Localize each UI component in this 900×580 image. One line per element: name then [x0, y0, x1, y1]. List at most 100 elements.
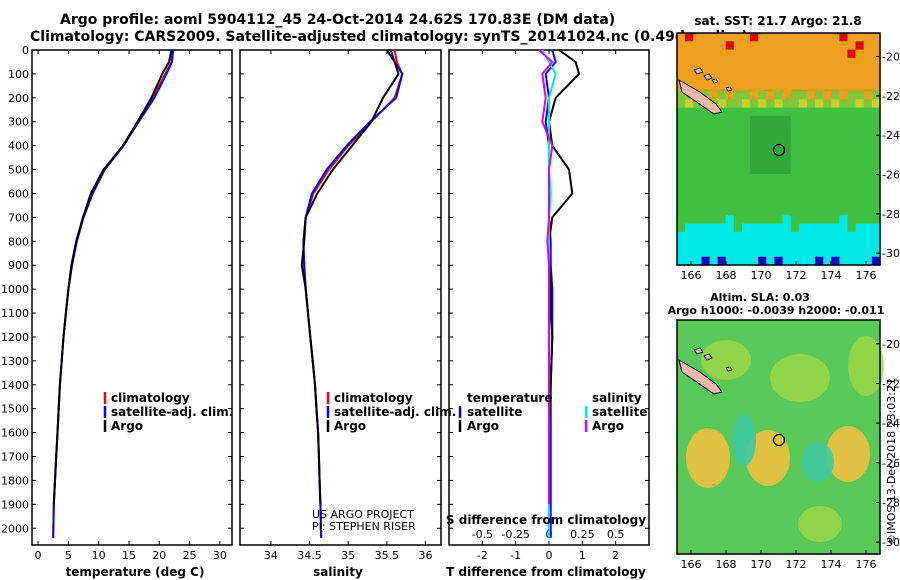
sst-cell	[766, 173, 775, 183]
latitude-tick-label: -22	[882, 90, 900, 103]
sst-cell	[798, 132, 808, 142]
sst-cell	[758, 231, 767, 241]
sst-cell	[685, 198, 694, 208]
sst-cell	[701, 231, 711, 241]
series-line-argo	[300, 49, 400, 505]
sst-cell	[750, 132, 759, 142]
sst-cell	[863, 115, 873, 125]
sst-cell	[839, 132, 849, 142]
sst-cell	[847, 240, 857, 249]
sst-cell	[733, 124, 743, 133]
sst-cell	[863, 82, 873, 92]
sst-cell	[831, 124, 840, 133]
sst-cell	[831, 33, 840, 42]
sst-cell	[733, 173, 743, 183]
sst-cell	[798, 207, 808, 216]
sst-cell	[750, 74, 759, 84]
sst-cell	[758, 182, 767, 191]
sst-cell	[685, 124, 694, 133]
sla-moderate-anomaly	[798, 506, 842, 542]
sst-cell	[847, 223, 857, 233]
sst-cell	[742, 231, 751, 241]
sst-cell	[806, 165, 816, 175]
sst-cell	[685, 256, 694, 266]
sst-cell	[863, 198, 873, 208]
sst-cell	[750, 190, 759, 200]
sst-cell	[677, 173, 686, 183]
sst-cell	[701, 124, 711, 133]
salinity-legend: climatology satellite-adj. clim. Argo	[326, 391, 456, 433]
sst-cell	[774, 207, 784, 216]
sst-cell	[815, 157, 824, 167]
island-land	[693, 347, 704, 355]
x-tick-label: 36	[419, 549, 433, 562]
sst-cell	[782, 256, 792, 266]
sst-cell	[823, 91, 832, 100]
depth-tick-label: 1100	[1, 307, 29, 320]
new-caledonia-land	[678, 358, 723, 395]
sst-cell	[847, 91, 857, 100]
sst-cell	[677, 248, 686, 258]
sst-cell	[839, 99, 849, 109]
sst-cell	[685, 157, 694, 167]
sst-cell	[774, 198, 784, 208]
sst-cell	[701, 223, 711, 233]
sst-cell	[806, 57, 816, 67]
sst-cell	[815, 190, 824, 200]
latitude-tick-label: -22	[882, 377, 900, 390]
sst-cell	[815, 33, 824, 42]
sst-cell	[693, 248, 702, 258]
sst-cell	[815, 182, 824, 191]
sst-cell	[855, 256, 865, 266]
sst-cell	[839, 165, 849, 175]
sst-cell	[806, 182, 816, 191]
sst-cell	[709, 149, 719, 158]
sst-cell	[685, 107, 694, 117]
difference-profile-lines	[538, 49, 580, 538]
sst-cell	[758, 240, 767, 249]
sst-cell	[693, 173, 702, 183]
sst-cell	[815, 256, 824, 266]
sst-cell	[685, 140, 694, 150]
sst-cell	[855, 57, 865, 67]
sst-cell	[831, 149, 840, 158]
sla-longitude-ticks: 166 168 170 172 174 176	[681, 550, 877, 571]
sst-cell	[831, 165, 840, 175]
sst-cell	[863, 107, 873, 117]
sst-cell	[733, 207, 743, 216]
sst-cell	[766, 107, 775, 117]
sst-cell	[871, 182, 881, 191]
sst-cell	[831, 157, 840, 167]
sst-cell	[782, 207, 792, 216]
sst-cell	[709, 223, 719, 233]
x-tick-label: 25	[183, 549, 197, 562]
sst-cell	[847, 124, 857, 133]
legend-label-climatology: climatology	[334, 391, 413, 405]
latitude-tick-label: -30	[882, 536, 900, 549]
sst-cell	[863, 99, 873, 109]
sst-cell	[677, 223, 686, 233]
plot-title-line-2: Climatology: CARS2009. Satellite-adjuste…	[30, 29, 748, 45]
sst-cell	[806, 207, 816, 216]
sst-cell	[839, 41, 849, 51]
sst-cell	[677, 182, 686, 191]
sst-cell	[815, 66, 824, 75]
sst-cell	[677, 91, 686, 100]
sst-cell	[806, 41, 816, 51]
sst-map-frame	[676, 32, 881, 266]
longitude-tick-label: 172	[786, 558, 807, 571]
sst-cell	[847, 41, 857, 51]
sst-cell	[725, 165, 735, 175]
sst-cell	[798, 82, 808, 92]
sst-cell	[742, 173, 751, 183]
sst-cell	[863, 248, 873, 258]
sst-cell	[839, 198, 849, 208]
sst-cell	[733, 157, 743, 167]
sst-cell	[774, 99, 784, 109]
sst-cell	[790, 115, 800, 125]
sst-cell	[782, 115, 792, 125]
legend-label-climatology: climatology	[111, 391, 190, 405]
sst-cell	[774, 132, 784, 142]
sst-cell	[782, 182, 792, 191]
